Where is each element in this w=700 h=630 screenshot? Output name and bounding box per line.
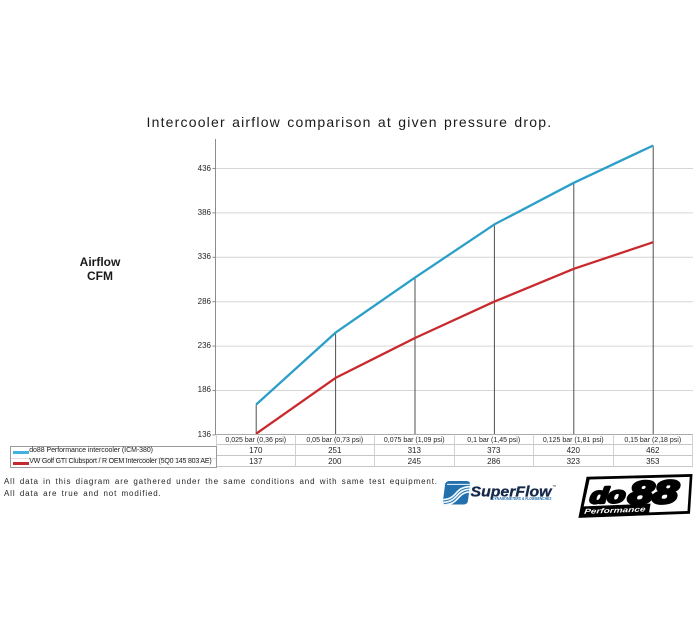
- svg-text:88: 88: [627, 474, 680, 511]
- svg-text:do: do: [589, 482, 627, 508]
- svg-text:Performance: Performance: [584, 504, 646, 515]
- svg-text:™: ™: [553, 484, 557, 489]
- svg-text:SuperFlow: SuperFlow: [471, 484, 553, 501]
- svg-text:DYNAMOMETERS & FLOWBENCHES: DYNAMOMETERS & FLOWBENCHES: [492, 496, 552, 501]
